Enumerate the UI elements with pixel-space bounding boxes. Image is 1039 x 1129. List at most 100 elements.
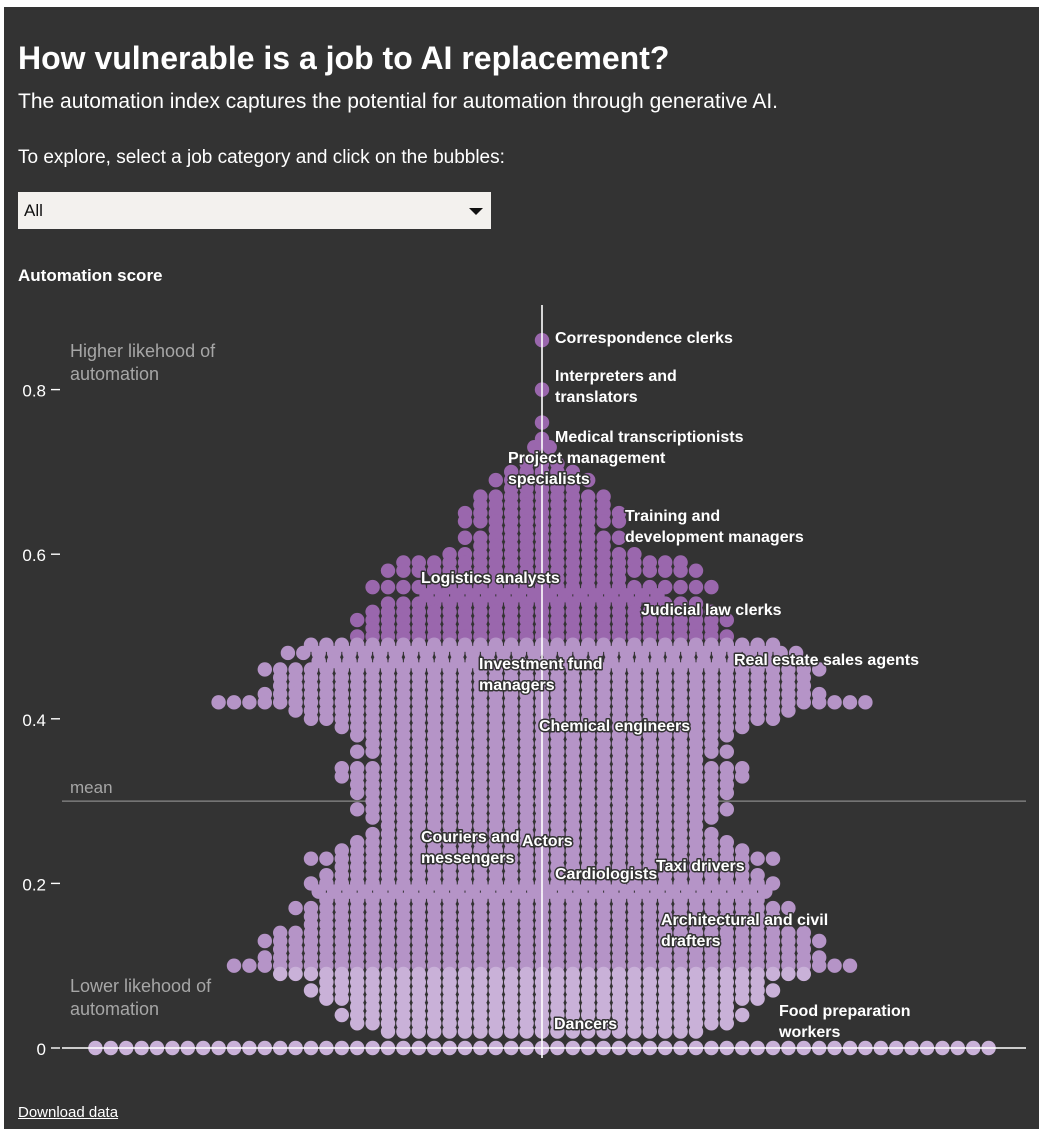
job-bubble[interactable] (257, 695, 272, 710)
download-data-link[interactable]: Download data (18, 1104, 119, 1121)
job-bubble[interactable] (427, 1024, 442, 1039)
job-bubble[interactable] (334, 991, 349, 1006)
job-bubble[interactable] (288, 966, 303, 982)
job-bubble[interactable] (380, 563, 396, 578)
job-bubble[interactable] (565, 1024, 580, 1039)
job-bubble[interactable] (303, 983, 319, 998)
job-bubble[interactable] (473, 514, 488, 529)
job-bubble[interactable] (396, 563, 411, 578)
job-bubble[interactable] (350, 744, 365, 759)
job-bubble[interactable] (350, 1016, 365, 1031)
job-bubble[interactable] (658, 1024, 673, 1039)
job-bubble[interactable] (719, 785, 734, 801)
job-bubble[interactable] (242, 695, 257, 710)
job-bubble[interactable] (719, 802, 734, 817)
job-bubble[interactable] (334, 769, 349, 784)
job-bubble[interactable] (596, 1024, 611, 1039)
job-bubble[interactable] (750, 711, 765, 726)
job-bubble[interactable] (765, 983, 781, 998)
job-bubble[interactable] (319, 991, 334, 1006)
job-bubble[interactable] (257, 958, 272, 973)
job-bubble[interactable] (473, 1024, 488, 1039)
job-bubble[interactable] (812, 933, 827, 949)
job-bubble[interactable] (704, 744, 719, 759)
job-bubble[interactable] (334, 1007, 349, 1023)
job-bubble[interactable] (365, 810, 380, 825)
job-bubble[interactable] (673, 563, 688, 578)
job-bubble[interactable] (319, 711, 334, 726)
job-bubble[interactable] (542, 440, 557, 455)
job-bubble[interactable] (303, 711, 319, 726)
job-bubble[interactable] (319, 851, 334, 866)
job-bubble[interactable] (765, 851, 781, 866)
job-bubble[interactable] (296, 645, 311, 661)
job-bubble[interactable] (688, 563, 704, 578)
job-bubble[interactable] (796, 695, 811, 710)
job-bubble[interactable] (642, 1024, 657, 1039)
job-bubble[interactable] (280, 645, 296, 661)
job-bubble[interactable] (842, 695, 858, 710)
job-bubble[interactable] (773, 645, 788, 661)
job-bubble[interactable] (350, 728, 365, 743)
job-bubble[interactable] (735, 991, 750, 1006)
job-bubble[interactable] (596, 514, 611, 529)
job-bubble[interactable] (781, 900, 796, 916)
job-bubble[interactable] (842, 958, 858, 973)
job-bubble[interactable] (796, 966, 811, 982)
job-category-select[interactable]: All (18, 192, 491, 229)
job-bubble[interactable] (226, 695, 242, 710)
job-bubble[interactable] (211, 695, 226, 710)
job-bubble[interactable] (827, 695, 842, 710)
job-bubble[interactable] (288, 703, 303, 718)
job-bubble[interactable] (719, 1016, 734, 1031)
job-bubble[interactable] (442, 563, 457, 578)
job-bubble[interactable] (457, 530, 473, 545)
job-bubble[interactable] (735, 769, 750, 784)
job-bubble[interactable] (257, 933, 272, 949)
job-bubble[interactable] (581, 472, 596, 488)
job-bubble[interactable] (257, 662, 272, 677)
job-bubble[interactable] (581, 1024, 596, 1039)
job-bubble[interactable] (781, 703, 796, 718)
job-bubble[interactable] (673, 1024, 688, 1039)
job-bubble[interactable] (457, 1024, 473, 1039)
job-bubble[interactable] (527, 440, 542, 455)
job-bubble[interactable] (627, 1024, 642, 1039)
job-bubble[interactable] (750, 991, 765, 1006)
job-bubble[interactable] (411, 563, 426, 578)
job-bubble[interactable] (788, 645, 804, 661)
job-bubble[interactable] (735, 719, 750, 735)
job-bubble[interactable] (288, 900, 303, 916)
job-bubble[interactable] (858, 695, 873, 710)
job-bubble[interactable] (673, 579, 688, 595)
job-bubble[interactable] (611, 530, 627, 545)
job-bubble[interactable] (242, 958, 257, 973)
job-bubble[interactable] (488, 472, 503, 488)
job-bubble[interactable] (380, 579, 396, 595)
job-bubble[interactable] (735, 1007, 750, 1023)
job-bubble[interactable] (642, 563, 657, 578)
job-bubble[interactable] (365, 1016, 380, 1031)
job-bubble[interactable] (411, 1024, 426, 1039)
job-bubble[interactable] (488, 1024, 503, 1039)
job-bubble[interactable] (765, 966, 781, 982)
job-bubble[interactable] (812, 958, 827, 973)
job-bubble[interactable] (365, 579, 380, 595)
job-bubble[interactable] (704, 1016, 719, 1031)
job-bubble[interactable] (827, 958, 842, 973)
job-bubble[interactable] (350, 785, 365, 801)
job-bubble[interactable] (627, 563, 642, 578)
job-bubble[interactable] (504, 1024, 519, 1039)
job-bubble[interactable] (719, 612, 734, 628)
job-bubble[interactable] (704, 810, 719, 825)
job-bubble[interactable] (611, 1024, 627, 1039)
job-bubble[interactable] (519, 1024, 534, 1039)
job-bubble[interactable] (303, 966, 319, 982)
job-bubble[interactable] (226, 958, 242, 973)
job-bubble[interactable] (273, 695, 288, 710)
job-bubble[interactable] (365, 744, 380, 759)
job-bubble[interactable] (550, 1024, 565, 1039)
job-bubble[interactable] (704, 579, 719, 595)
job-bubble[interactable] (442, 1024, 457, 1039)
job-bubble[interactable] (396, 579, 411, 595)
